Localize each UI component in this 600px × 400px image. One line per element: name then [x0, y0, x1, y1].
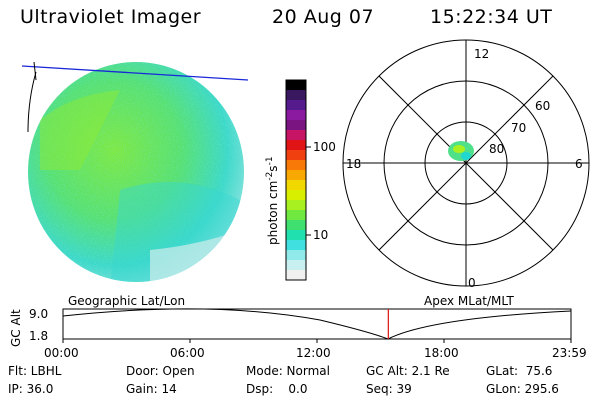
mlt-label-0: 0: [468, 276, 476, 290]
colorbar-swatch: [286, 220, 306, 231]
colorbar-swatch: [286, 200, 306, 211]
timeline-ymax: 9.0: [29, 307, 48, 321]
colorbar-swatch: [286, 140, 306, 151]
status-dsp: Dsp: 0.0: [246, 382, 308, 396]
tick-2359: 23:59: [552, 346, 587, 360]
colorbar-swatch: [286, 210, 306, 221]
instrument-title: Ultraviolet Imager: [20, 6, 202, 28]
status-ip: IP: 36.0: [8, 382, 54, 396]
colorbar-tick-10: 10: [313, 228, 328, 242]
timeline-frame: [62, 308, 572, 340]
colorbar-tick-100: 100: [313, 140, 336, 154]
status-gain: Gain: 14: [126, 382, 177, 396]
image-date: 20 Aug 07: [272, 6, 375, 28]
tick-1200: 12:00: [296, 346, 331, 360]
timeline-ymin: 1.8: [29, 329, 48, 343]
tick-1800: 18:00: [424, 346, 459, 360]
timeline-axis-label: GC Alt: [9, 309, 23, 347]
status-glon: GLon: 295.6: [486, 382, 559, 396]
colorbar-swatch: [286, 90, 306, 101]
colorbar-swatch: [286, 100, 306, 111]
colorbar-swatch: [286, 260, 306, 271]
mlt-label-12: 12: [474, 47, 489, 61]
mlat-label-60: 60: [535, 99, 550, 113]
colorbar-swatch: [286, 160, 306, 171]
status-glat: GLat: 75.6: [486, 364, 553, 378]
color-bar: [286, 80, 306, 281]
colorbar-swatch: [286, 120, 306, 131]
colorbar-swatch: [286, 150, 306, 161]
status-seq: Seq: 39: [366, 382, 412, 396]
status-door: Door: Open: [126, 364, 195, 378]
colorbar-swatch: [286, 80, 306, 91]
tick-0600: 06:00: [170, 346, 205, 360]
mlat-label-70: 70: [511, 121, 526, 135]
colorbar-swatch: [286, 190, 306, 201]
colorbar-swatch: [286, 240, 306, 251]
limb-tick: [33, 61, 37, 81]
image-time: 15:22:34 UT: [430, 6, 553, 28]
terminator-line: [21, 65, 249, 81]
polar-plot: [342, 39, 590, 287]
status-gc-alt: GC Alt: 2.1 Re: [366, 364, 450, 378]
mlt-label-18: 18: [346, 157, 361, 171]
status-filter: Flt: LBHL: [8, 364, 62, 378]
mlt-label-6: 6: [575, 157, 583, 171]
colorbar-swatch: [286, 270, 306, 281]
timeline-ticks: [62, 339, 572, 343]
colorbar-swatch: [286, 170, 306, 181]
colorbar-swatch: [286, 130, 306, 141]
tick-0000: 00:00: [44, 346, 79, 360]
colorbar-swatch: [286, 250, 306, 261]
colorbar-swatch: [286, 110, 306, 121]
colorbar-label: photon cm-2s-1: [265, 156, 280, 245]
colorbar-swatch: [286, 180, 306, 191]
timeline-left-title: Geographic Lat/Lon: [68, 294, 185, 308]
colorbar-swatch: [286, 230, 306, 241]
limb-arc: [27, 71, 37, 133]
altitude-curve: [62, 308, 572, 340]
earth-image: [28, 62, 244, 282]
status-mode: Mode: Normal: [246, 364, 330, 378]
timeline-right-title: Apex MLat/MLT: [424, 294, 514, 308]
mlat-label-80: 80: [489, 142, 504, 156]
